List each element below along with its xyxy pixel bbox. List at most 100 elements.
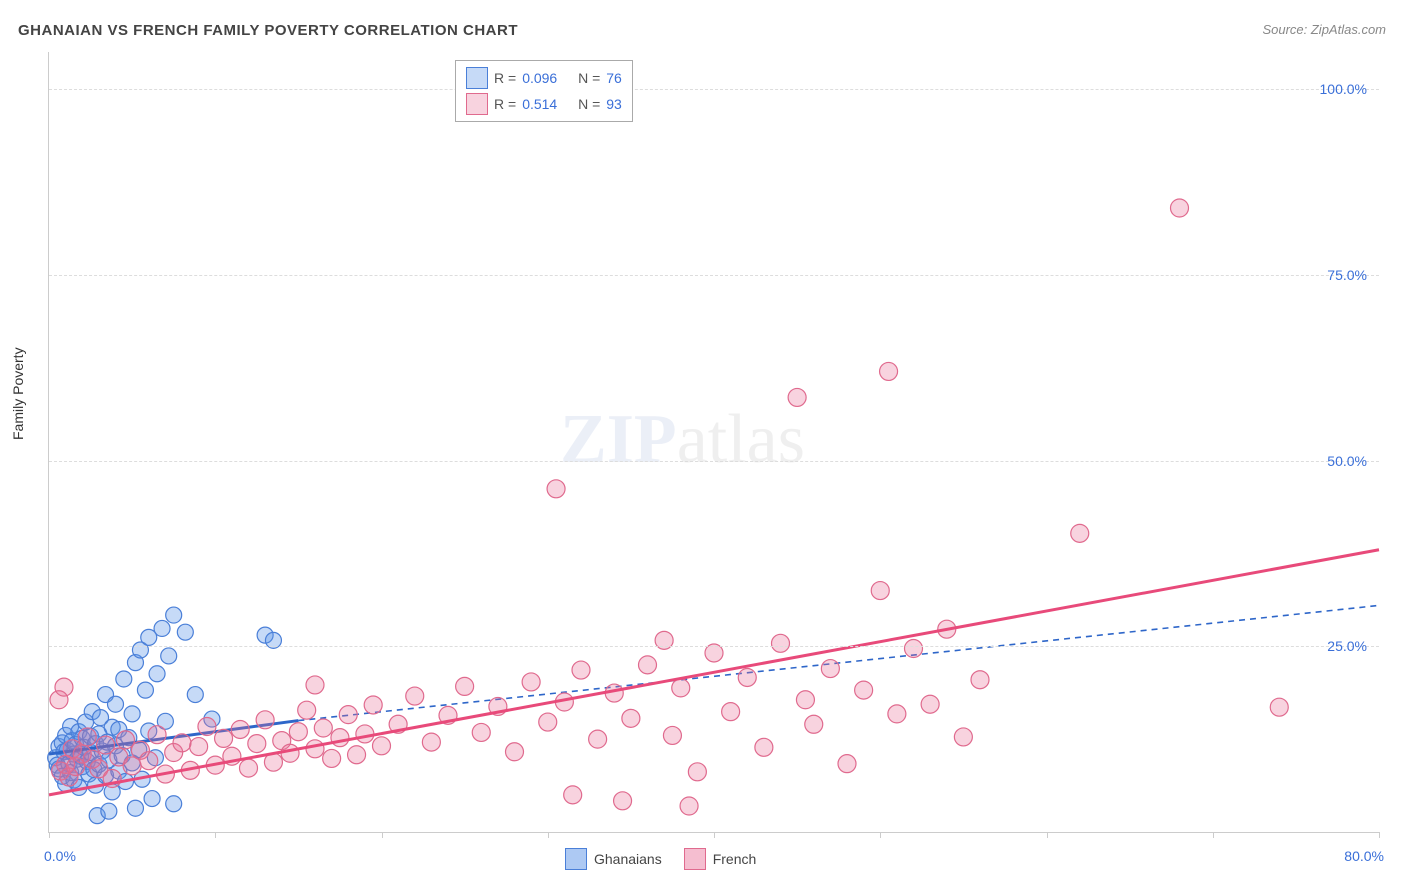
scatter-point xyxy=(971,671,989,689)
stats-row: R = 0.096 N = 76 xyxy=(466,65,622,91)
r-label: R = xyxy=(494,70,516,86)
x-axis-min-label: 0.0% xyxy=(44,848,76,864)
legend-item: Ghanaians xyxy=(565,848,662,870)
x-tick xyxy=(880,832,881,838)
scatter-point xyxy=(55,678,73,696)
scatter-point xyxy=(622,709,640,727)
scatter-point xyxy=(149,666,165,682)
scatter-point xyxy=(572,661,590,679)
scatter-point xyxy=(838,755,856,773)
trend-line xyxy=(49,550,1379,795)
y-tick-label: 25.0% xyxy=(1327,638,1367,654)
scatter-point xyxy=(406,687,424,705)
scatter-point xyxy=(456,677,474,695)
scatter-point xyxy=(722,703,740,721)
trend-extrapolation xyxy=(298,605,1379,720)
scatter-point xyxy=(281,744,299,762)
scatter-point xyxy=(755,738,773,756)
y-axis-label: Family Poverty xyxy=(10,347,26,440)
scatter-point xyxy=(154,620,170,636)
scatter-point xyxy=(140,752,158,770)
scatter-point xyxy=(289,723,307,741)
scatter-point xyxy=(1270,698,1288,716)
scatter-point xyxy=(116,671,132,687)
series-legend: Ghanaians French xyxy=(565,848,756,870)
scatter-point xyxy=(472,723,490,741)
scatter-point xyxy=(161,648,177,664)
scatter-point xyxy=(522,673,540,691)
scatter-point xyxy=(173,734,191,752)
x-tick xyxy=(1213,832,1214,838)
scatter-point xyxy=(539,713,557,731)
x-axis-max-label: 80.0% xyxy=(1344,848,1384,864)
y-tick-label: 100.0% xyxy=(1320,81,1367,97)
legend-swatch xyxy=(466,67,488,89)
scatter-point xyxy=(796,691,814,709)
chart-title: GHANAIAN VS FRENCH FAMILY POVERTY CORREL… xyxy=(18,22,518,39)
scatter-point xyxy=(738,668,756,686)
scatter-point xyxy=(356,725,374,743)
y-tick-label: 50.0% xyxy=(1327,453,1367,469)
scatter-point xyxy=(589,730,607,748)
legend-swatch xyxy=(466,93,488,115)
scatter-point xyxy=(240,759,258,777)
scatter-point xyxy=(772,634,790,652)
scatter-point xyxy=(855,681,873,699)
scatter-point xyxy=(788,388,806,406)
scatter-point xyxy=(187,687,203,703)
legend-swatch xyxy=(565,848,587,870)
scatter-point xyxy=(921,695,939,713)
n-label: N = xyxy=(574,70,600,86)
legend-label: Ghanaians xyxy=(594,851,662,867)
plot-area: 25.0% 50.0% 75.0% 100.0% xyxy=(48,52,1379,833)
r-label: R = xyxy=(494,96,516,112)
scatter-point xyxy=(144,791,160,807)
scatter-point xyxy=(688,763,706,781)
n-value: 93 xyxy=(606,96,622,112)
gridline xyxy=(49,89,1379,90)
scatter-point xyxy=(323,749,341,767)
scatter-point xyxy=(108,696,124,712)
scatter-point xyxy=(248,735,266,753)
scatter-point xyxy=(1071,524,1089,542)
scatter-point xyxy=(954,728,972,746)
scatter-point xyxy=(215,729,233,747)
scatter-point xyxy=(905,640,923,658)
scatter-point xyxy=(314,719,332,737)
legend-item: French xyxy=(684,848,757,870)
scatter-point xyxy=(331,729,349,747)
n-value: 76 xyxy=(606,70,622,86)
scatter-point xyxy=(256,711,274,729)
legend-swatch xyxy=(684,848,706,870)
scatter-point xyxy=(231,720,249,738)
scatter-point xyxy=(177,624,193,640)
scatter-point xyxy=(506,743,524,761)
scatter-point xyxy=(805,715,823,733)
scatter-point xyxy=(1171,199,1189,217)
scatter-point xyxy=(298,701,316,719)
x-tick xyxy=(382,832,383,838)
x-tick xyxy=(714,832,715,838)
stats-row: R =0.514 N =93 xyxy=(466,91,622,117)
scatter-point xyxy=(547,480,565,498)
scatter-point xyxy=(672,679,690,697)
scatter-point xyxy=(306,740,324,758)
scatter-point xyxy=(306,676,324,694)
x-tick xyxy=(1379,832,1380,838)
x-tick xyxy=(548,832,549,838)
scatter-point xyxy=(137,682,153,698)
scatter-point xyxy=(190,738,208,756)
scatter-point xyxy=(564,786,582,804)
x-tick xyxy=(215,832,216,838)
r-value: 0.096 xyxy=(522,70,568,86)
source-attribution: Source: ZipAtlas.com xyxy=(1262,22,1386,37)
scatter-point xyxy=(124,706,140,722)
n-label: N = xyxy=(574,96,600,112)
scatter-point xyxy=(78,728,96,746)
scatter-point xyxy=(166,607,182,623)
legend-label: French xyxy=(713,851,757,867)
scatter-point xyxy=(148,726,166,744)
y-tick-label: 75.0% xyxy=(1327,267,1367,283)
scatter-point xyxy=(364,696,382,714)
scatter-point xyxy=(339,706,357,724)
